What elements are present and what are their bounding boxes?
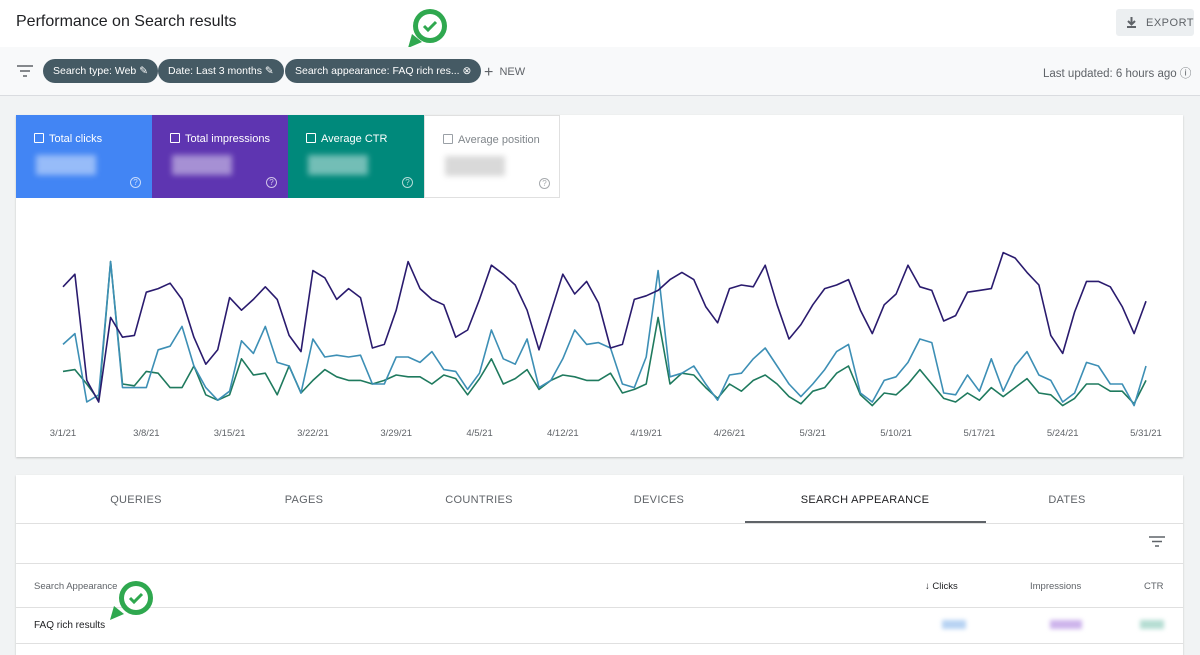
tab[interactable]: PAGES (284, 494, 324, 506)
x-tick-label: 5/24/21 (1047, 428, 1079, 439)
column-header[interactable]: CTR (1144, 581, 1164, 592)
metric-card[interactable]: Total clicks? (16, 115, 152, 198)
tab[interactable]: DATES (1048, 494, 1086, 506)
help-icon[interactable]: ? (539, 178, 550, 189)
export-button[interactable]: EXPORT (1116, 9, 1194, 36)
tab[interactable]: SEARCH APPEARANCE (800, 494, 930, 506)
table-filter-icon[interactable] (1149, 536, 1165, 547)
metric-card[interactable]: Average position? (424, 115, 560, 198)
x-tick-label: 3/22/21 (297, 428, 329, 439)
series-line (62, 260, 1147, 407)
checkbox[interactable] (306, 133, 316, 143)
series-line (62, 260, 1147, 407)
metric-label: Total clicks (49, 133, 103, 145)
column-header[interactable]: Impressions (1030, 581, 1082, 592)
x-tick-label: 5/10/21 (880, 428, 912, 439)
metric-label: Total impressions (185, 133, 270, 145)
tab[interactable]: QUERIES (110, 494, 162, 506)
export-label: EXPORT (1146, 17, 1195, 29)
help-icon[interactable]: ? (402, 177, 413, 188)
filter-chip[interactable]: Date: Last 3 months ✎ (158, 59, 284, 83)
checkbox[interactable] (170, 133, 180, 143)
hidden-value (172, 155, 232, 175)
download-icon (1127, 17, 1136, 28)
last-updated: Last updated: 6 hours ago ⓘ (1043, 68, 1192, 80)
hidden-value (308, 155, 368, 175)
help-icon[interactable]: ? (130, 177, 141, 188)
x-tick-label: 4/19/21 (630, 428, 662, 439)
column-header: Search Appearance (34, 581, 118, 592)
hidden-value (1140, 620, 1164, 629)
column-header[interactable]: ↓ Clicks (925, 581, 958, 592)
chart: 3/1/21 3/8/21 3/15/21 3/22/21 3/29/21 4/5/21 4… (50, 251, 1162, 439)
x-tick-label: 4/12/21 (547, 428, 579, 439)
chip-label: Search type: Web (53, 65, 137, 77)
metric-label: Average position (458, 134, 540, 146)
x-tick-label: 3/8/21 (133, 428, 159, 439)
metric-card[interactable]: Average CTR? (288, 115, 424, 198)
chip-label: Date: Last 3 months (168, 65, 262, 77)
hidden-value (942, 620, 966, 629)
header (0, 0, 1200, 47)
tab-indicator (745, 521, 986, 523)
x-tick-label: 4/5/21 (466, 428, 492, 439)
hidden-value (445, 156, 505, 176)
filter-chip[interactable]: Search type: Web ✎ (43, 59, 158, 83)
x-tick-label: 4/26/21 (714, 428, 746, 439)
checkbox[interactable] (34, 133, 44, 143)
x-tick-label: 3/1/21 (50, 428, 76, 439)
filter-icon[interactable] (17, 65, 33, 77)
check-badge (408, 9, 447, 48)
table-card (16, 475, 1183, 655)
tab[interactable]: DEVICES (633, 494, 685, 506)
x-tick-label: 5/3/21 (800, 428, 826, 439)
divider (16, 523, 1183, 524)
divider (16, 607, 1183, 608)
help-icon[interactable]: ? (266, 177, 277, 188)
column-label: Clicks (932, 581, 958, 592)
last-updated-text: Last updated: 6 hours ago (1043, 68, 1177, 80)
x-tick-label: 3/15/21 (214, 428, 246, 439)
filter-chip[interactable]: Search appearance: FAQ rich res... ⊗ (285, 59, 482, 83)
hidden-value (1050, 620, 1082, 629)
divider (16, 563, 1183, 564)
series-line (62, 251, 1147, 403)
metric-label: Average CTR (321, 133, 388, 145)
new-label: NEW (499, 66, 526, 78)
x-tick-label: 5/31/21 (1130, 428, 1162, 439)
checkbox[interactable] (443, 134, 453, 144)
check-badge (110, 581, 153, 620)
hidden-value (36, 155, 96, 175)
tab[interactable]: COUNTRIES (445, 494, 513, 506)
chip-label: Search appearance: FAQ rich res... (295, 65, 460, 77)
table-cell: FAQ rich results (34, 620, 106, 631)
metric-card[interactable]: Total impressions? (152, 115, 288, 198)
new-filter[interactable]: + NEW (484, 64, 526, 81)
page-title: Performance on Search results (16, 13, 237, 30)
x-tick-label: 5/17/21 (964, 428, 996, 439)
divider (16, 643, 1183, 644)
x-tick-label: 3/29/21 (380, 428, 412, 439)
